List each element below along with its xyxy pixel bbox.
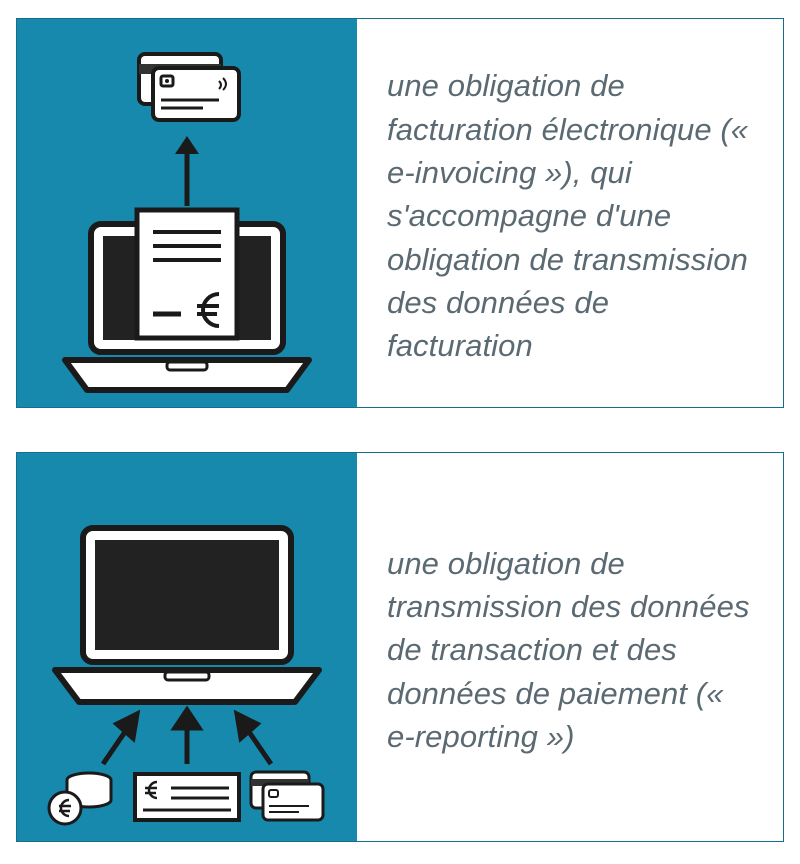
text-col-e-reporting: une obligation de transmission des donné… — [357, 453, 783, 841]
e-invoicing-icon — [17, 18, 357, 408]
illustration-e-reporting — [17, 453, 357, 841]
page: une obligation de facturation électroniq… — [0, 0, 800, 864]
card-e-invoicing: une obligation de facturation électroniq… — [16, 18, 784, 408]
card-text: une obligation de facturation électroniq… — [387, 64, 757, 368]
text-col-e-invoicing: une obligation de facturation électroniq… — [357, 19, 783, 407]
e-reporting-icon — [17, 452, 357, 842]
card-e-reporting: une obligation de transmission des donné… — [16, 452, 784, 842]
card-text: une obligation de transmission des donné… — [387, 542, 757, 759]
illustration-e-invoicing — [17, 19, 357, 407]
